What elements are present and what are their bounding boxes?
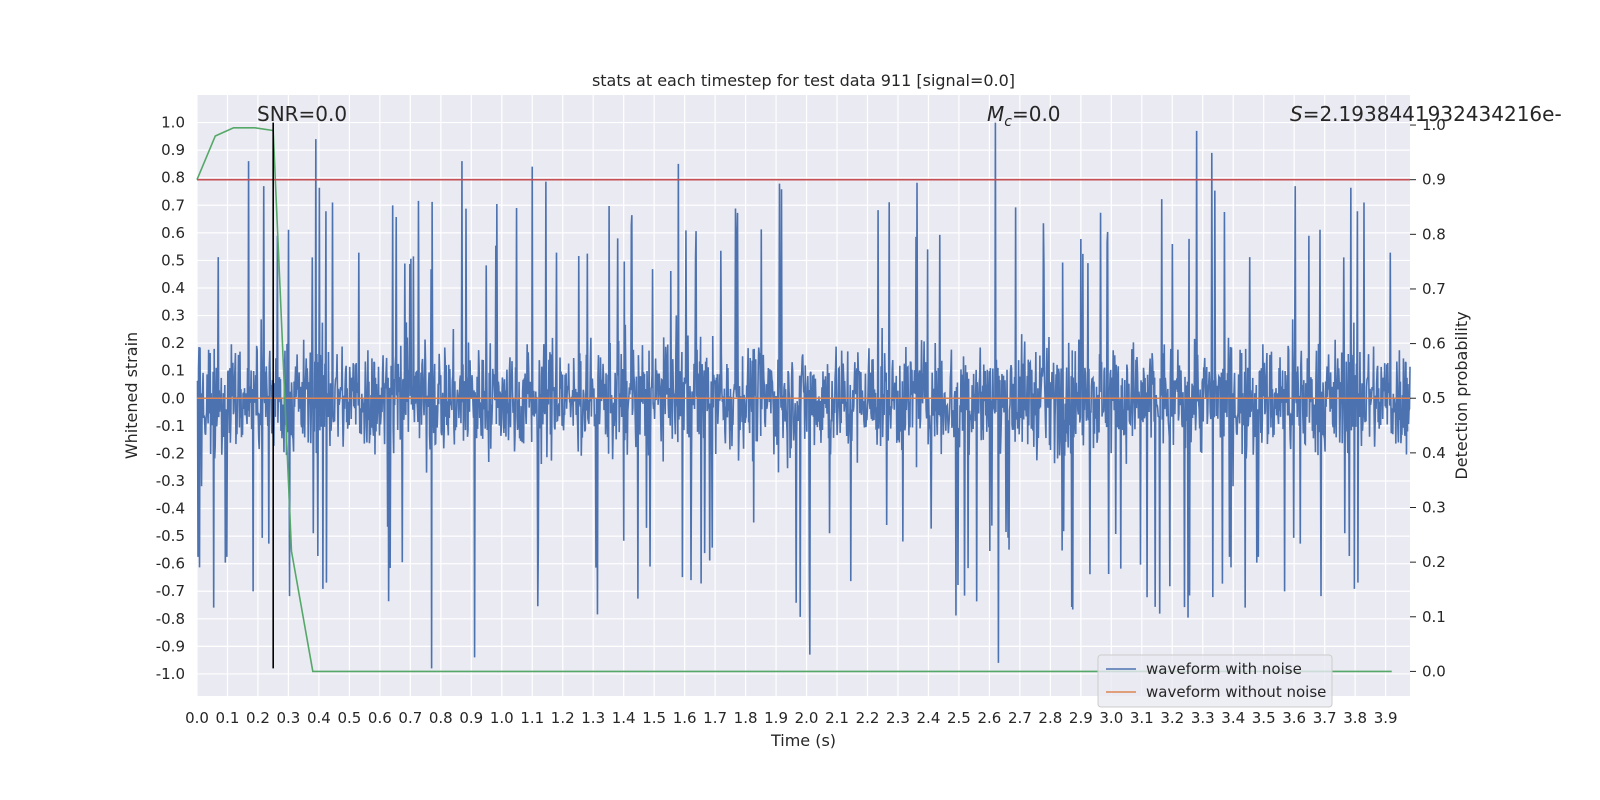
y-tick-label: -1.0 xyxy=(156,665,185,683)
x-tick-label: 2.7 xyxy=(1008,709,1032,727)
line-series xyxy=(196,122,1410,673)
x-tick-label: 3.9 xyxy=(1374,709,1398,727)
detection-probability-line xyxy=(196,126,1392,673)
x-tick-label: 1.4 xyxy=(612,709,636,727)
x-tick-label: 2.0 xyxy=(795,709,819,727)
x-tick-label: 3.0 xyxy=(1099,709,1123,727)
x-tick-label: 1.9 xyxy=(764,709,788,727)
snr-annotation: SNR=0.0 xyxy=(257,102,347,126)
y2-tick-label: 0.4 xyxy=(1422,444,1446,462)
noisy-waveform-line xyxy=(196,122,1411,669)
x-tick-label: 2.6 xyxy=(977,709,1001,727)
x-tick-label: 3.1 xyxy=(1130,709,1154,727)
x-tick-label: 2.2 xyxy=(856,709,880,727)
y2-tick-label: 0.7 xyxy=(1422,280,1446,298)
y2-axis-ticks: 1.0 0.9 0.8 0.7 0.6 0.5 0.4 0.3 0.2 0.1 0.0 xyxy=(1410,116,1446,680)
y-axis-label: Whitened strain xyxy=(122,332,141,459)
y-tick-label: -0.1 xyxy=(156,417,185,435)
mc-symbol: M xyxy=(987,102,1004,126)
x-tick-label: 2.8 xyxy=(1038,709,1062,727)
x-tick-label: 0.5 xyxy=(337,709,361,727)
x-tick-label: 1.0 xyxy=(490,709,514,727)
y2-tick-label: 0.1 xyxy=(1422,608,1446,626)
y-tick-label: 0.9 xyxy=(161,141,185,159)
x-tick-label: 3.3 xyxy=(1191,709,1215,727)
x-tick-label: 0.8 xyxy=(429,709,453,727)
y-tick-label: 0.6 xyxy=(161,224,185,242)
y-tick-label: 0.1 xyxy=(161,362,185,380)
x-tick-label: 0.6 xyxy=(368,709,392,727)
y-tick-label: 0.5 xyxy=(161,251,185,269)
x-tick-label: 0.9 xyxy=(459,709,483,727)
y2-tick-label: 0.3 xyxy=(1422,499,1446,517)
x-axis-label: Time (s) xyxy=(770,731,836,750)
x-tick-label: 3.2 xyxy=(1160,709,1184,727)
y2-axis-label: Detection probability xyxy=(1452,311,1471,479)
legend-label-noisy: waveform with noise xyxy=(1146,660,1302,678)
y-tick-label: 0.2 xyxy=(161,334,185,352)
legend: waveform with noise waveform without noi… xyxy=(1097,654,1333,708)
y-tick-label: 0.4 xyxy=(161,279,185,297)
x-tick-label: 0.7 xyxy=(398,709,422,727)
x-tick-label: 3.8 xyxy=(1343,709,1367,727)
y-tick-label: -0.9 xyxy=(156,637,185,655)
x-tick-label: 1.3 xyxy=(581,709,605,727)
y-tick-label: -0.6 xyxy=(156,555,185,573)
x-tick-label: 0.4 xyxy=(307,709,331,727)
legend-box xyxy=(1097,654,1333,708)
x-tick-label: 3.6 xyxy=(1282,709,1306,727)
x-tick-label: 3.7 xyxy=(1313,709,1337,727)
x-tick-label: 1.5 xyxy=(642,709,666,727)
y-tick-label: -0.8 xyxy=(156,610,185,628)
y-tick-label: -0.4 xyxy=(156,500,185,518)
x-tick-label: 1.6 xyxy=(673,709,697,727)
x-axis-ticks: 0.0 0.1 0.2 0.3 0.4 0.5 0.6 0.7 0.8 0.9 1.0 1.1 1.2 1… xyxy=(185,709,1397,727)
y-tick-label: 0.3 xyxy=(161,307,185,325)
x-tick-label: 3.5 xyxy=(1252,709,1276,727)
x-tick-label: 2.3 xyxy=(886,709,910,727)
s-value: =2.1938441932434216e- xyxy=(1303,102,1562,126)
chart-title: stats at each timestep for test data 911… xyxy=(592,71,1015,90)
legend-label-clean: waveform without noise xyxy=(1146,683,1326,701)
x-tick-label: 0.2 xyxy=(246,709,270,727)
x-tick-label: 1.2 xyxy=(551,709,575,727)
x-tick-label: 2.1 xyxy=(825,709,849,727)
s-annotation: S=2.1938441932434216e- xyxy=(1290,102,1562,126)
x-tick-label: 1.7 xyxy=(703,709,727,727)
chirp-mass-annotation: Mc=0.0 xyxy=(987,102,1061,130)
y-tick-label: 0.0 xyxy=(161,389,185,407)
y2-tick-label: 0.8 xyxy=(1422,225,1446,243)
x-tick-label: 2.4 xyxy=(917,709,941,727)
x-tick-label: 0.0 xyxy=(185,709,209,727)
x-tick-label: 2.9 xyxy=(1069,709,1093,727)
s-symbol: S xyxy=(1290,102,1303,126)
noisy-waveform-series xyxy=(196,122,1411,669)
x-tick-label: 2.5 xyxy=(947,709,971,727)
y-tick-label: -0.3 xyxy=(156,472,185,490)
y2-tick-label: 1.0 xyxy=(1422,116,1446,134)
x-tick-label: 1.1 xyxy=(520,709,544,727)
y2-tick-label: 0.5 xyxy=(1422,389,1446,407)
x-tick-label: 1.8 xyxy=(734,709,758,727)
y-tick-label: 0.7 xyxy=(161,196,185,214)
y2-tick-label: 0.0 xyxy=(1422,662,1446,680)
y-tick-label: -0.2 xyxy=(156,444,185,462)
y-tick-label: -0.7 xyxy=(156,582,185,600)
y-tick-label: -0.5 xyxy=(156,527,185,545)
x-tick-label: 3.4 xyxy=(1221,709,1245,727)
mc-subscript: c xyxy=(1004,114,1012,130)
y2-tick-label: 0.9 xyxy=(1422,171,1446,189)
y2-tick-label: 0.6 xyxy=(1422,335,1446,353)
y-tick-label: 1.0 xyxy=(161,114,185,132)
y2-tick-label: 0.2 xyxy=(1422,553,1446,571)
x-tick-label: 0.1 xyxy=(216,709,240,727)
y-tick-label: 0.8 xyxy=(161,169,185,187)
y-axis-ticks: 1.0 0.9 0.8 0.7 0.6 0.5 0.4 0.3 0.2 0.1 0.0 -0.1 -0.… xyxy=(156,114,185,683)
x-tick-label: 0.3 xyxy=(277,709,301,727)
mc-value: =0.0 xyxy=(1012,102,1061,126)
